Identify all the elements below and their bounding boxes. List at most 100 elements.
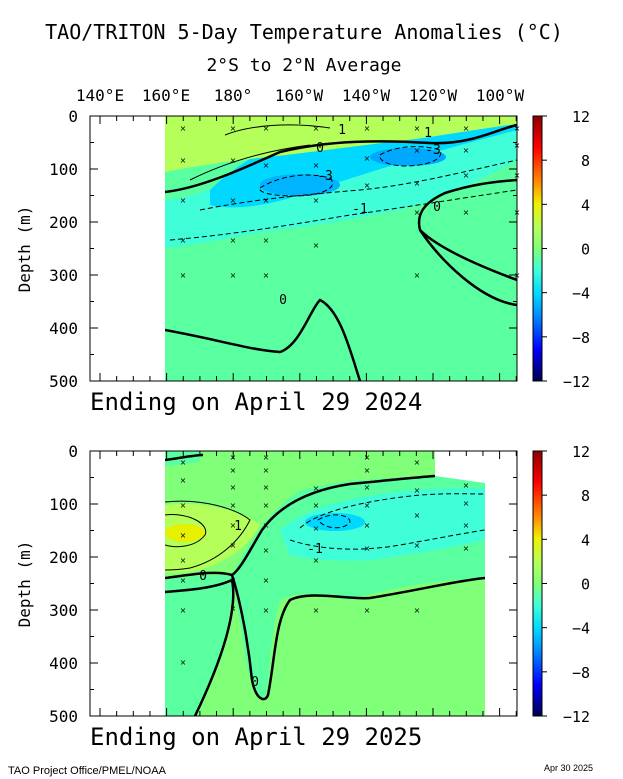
station-markers: × × × × × × × × × × × × × × × × × × × × × × × × × × × × × × × × × × × × × × × ×… xyxy=(180,453,470,667)
colorbar-ticks: 12 8 4 0 −4 −8 −12 xyxy=(542,108,590,391)
station-marker: × xyxy=(230,483,237,492)
station-marker: × xyxy=(463,521,470,530)
depth-tick-label: 500 xyxy=(49,707,78,726)
station-marker: × xyxy=(463,171,470,180)
panel-label: Ending on April 29 2024 xyxy=(90,388,422,416)
station-marker: × xyxy=(364,181,371,190)
footer-credit: TAO Project Office/PMEL/NOAA xyxy=(8,765,167,777)
lon-tick-label: 120°W xyxy=(409,86,458,105)
colorbar-tick-label: −4 xyxy=(572,285,590,303)
station-markers: ×××××××××××××××××××××××××××××××××××× xyxy=(180,124,521,280)
colorbar-tick-label: 4 xyxy=(581,196,590,214)
station-marker: × xyxy=(180,501,187,510)
depth-tick-label: 400 xyxy=(49,654,78,673)
station-marker: × xyxy=(414,271,421,280)
lon-tick-label: 140°E xyxy=(76,86,124,105)
footer-date: Apr 30 2025 xyxy=(544,763,593,773)
station-marker: × xyxy=(313,161,320,170)
panel-2024: ×××××××××××××××××××××××××××××××××××× 110… xyxy=(15,107,590,416)
station-marker: × xyxy=(263,466,270,475)
contour-label: 1 xyxy=(234,519,242,534)
station-marker: × xyxy=(180,156,187,165)
station-marker: × xyxy=(263,501,270,510)
colorbar-tick-label: 12 xyxy=(572,108,590,126)
station-marker: × xyxy=(180,271,187,280)
station-marker: × xyxy=(263,271,270,280)
station-marker: × xyxy=(414,179,421,188)
station-marker: × xyxy=(463,499,470,508)
lon-tick-label: 160°E xyxy=(142,86,190,105)
colorbar-tick-label: −12 xyxy=(563,708,590,726)
station-marker: × xyxy=(463,481,470,490)
station-marker: × xyxy=(263,161,270,170)
station-marker: × xyxy=(230,271,237,280)
colorbar-tick-label: −12 xyxy=(563,373,590,391)
station-marker: × xyxy=(313,484,320,493)
station-marker: × xyxy=(230,466,237,475)
colorbar-tick-label: −4 xyxy=(572,620,590,638)
station-marker: × xyxy=(364,466,371,475)
contour-label: -1 xyxy=(352,202,368,217)
lon-tick-label: 100°W xyxy=(476,86,525,105)
station-marker: × xyxy=(414,458,421,467)
colorbar xyxy=(532,450,543,717)
station-marker: × xyxy=(263,196,270,205)
depth-tick-label: 100 xyxy=(49,160,78,179)
station-marker: × xyxy=(263,606,270,615)
station-marker: × xyxy=(313,196,320,205)
colorbar-tick-label: 12 xyxy=(572,443,590,461)
contour-label: 0 xyxy=(199,569,207,584)
station-marker: × xyxy=(313,524,320,533)
colorbar-ticks: 12 8 4 0 −4 −8 −12 xyxy=(542,443,590,726)
contour-label: 0 xyxy=(279,293,287,308)
station-marker: × xyxy=(313,124,320,133)
station-marker: × xyxy=(364,154,371,163)
station-marker: × xyxy=(263,124,270,133)
depth-tick-label: 500 xyxy=(49,372,78,391)
colorbar-tick-label: −8 xyxy=(572,664,590,682)
station-marker: × xyxy=(313,556,320,565)
station-marker: × xyxy=(230,156,237,165)
station-marker: × xyxy=(180,476,187,485)
station-marker: × xyxy=(230,604,237,613)
y-axis-label: Depth (m) xyxy=(15,541,34,628)
longitude-tick-labels: 140°E 160°E 180° 160°W 140°W 120°W 100°W xyxy=(76,86,525,105)
station-marker: × xyxy=(364,606,371,615)
contour-label: -1 xyxy=(307,542,323,557)
station-marker: × xyxy=(230,576,237,585)
station-marker: × xyxy=(180,556,187,565)
station-marker: × xyxy=(180,236,187,245)
station-marker: × xyxy=(230,541,237,550)
depth-tick-label: 0 xyxy=(68,442,78,461)
station-marker: × xyxy=(414,511,421,520)
contour-label: -3 xyxy=(425,143,441,158)
contour-label: 1 xyxy=(424,126,432,141)
station-marker: × xyxy=(364,501,371,510)
lon-tick-label: 180° xyxy=(214,86,253,105)
depth-tick-label: 200 xyxy=(49,213,78,232)
contour-label: 1 xyxy=(338,123,346,138)
station-marker: × xyxy=(263,546,270,555)
depth-tick-label: 300 xyxy=(49,266,78,285)
station-marker: × xyxy=(414,486,421,495)
station-marker: × xyxy=(180,658,187,667)
station-marker: × xyxy=(180,606,187,615)
station-marker: × xyxy=(364,124,371,133)
station-marker: × xyxy=(230,521,237,530)
station-marker: × xyxy=(414,606,421,615)
station-marker: × xyxy=(230,196,237,205)
station-marker: × xyxy=(230,501,237,510)
station-marker: × xyxy=(230,236,237,245)
colorbar-tick-label: 0 xyxy=(581,576,590,594)
depth-tick-label: 300 xyxy=(49,601,78,620)
contour-label: -3 xyxy=(317,169,333,184)
figure-title: TAO/TRITON 5-Day Temperature Anomalies (… xyxy=(45,20,563,44)
station-marker: × xyxy=(364,453,371,462)
colorbar-tick-label: 0 xyxy=(581,241,590,259)
panel-label: Ending on April 29 2025 xyxy=(90,723,422,751)
station-marker: × xyxy=(463,124,470,133)
station-marker: × xyxy=(313,606,320,615)
station-marker: × xyxy=(414,541,421,550)
